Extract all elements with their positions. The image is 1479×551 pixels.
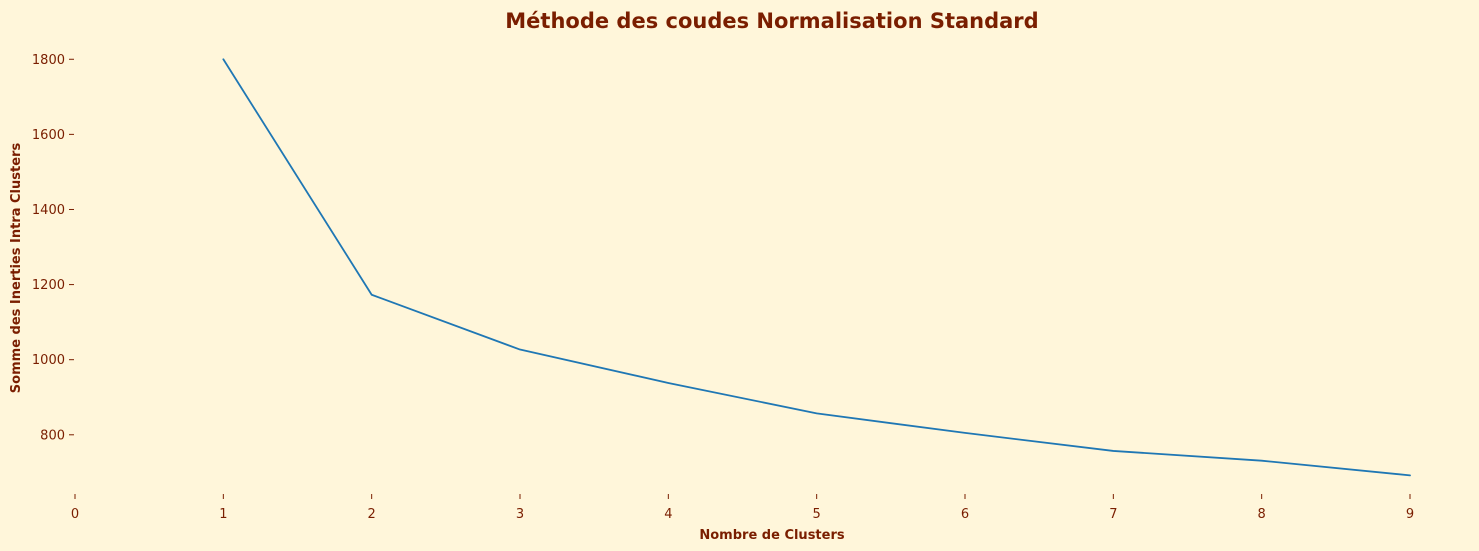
- y-tick-label: 1000: [32, 353, 65, 368]
- series-group: [222, 58, 1411, 477]
- x-tick-label: 0: [71, 507, 79, 522]
- x-tick-label: 7: [1109, 507, 1117, 522]
- x-tick-label: 3: [516, 507, 524, 522]
- series-line: [222, 58, 1411, 477]
- y-axis-label: Somme des Inerties Intra Clusters: [9, 143, 24, 394]
- y-tick-label: 800: [40, 428, 65, 443]
- y-tick-label: 1600: [32, 128, 65, 143]
- chart-title: Méthode des coudes Normalisation Standar…: [505, 9, 1038, 33]
- x-tick-label: 1: [219, 507, 227, 522]
- x-axis: 0 1 2 3 4 5 6 7 8 9: [71, 494, 1414, 522]
- y-tick-label: 1200: [32, 278, 65, 293]
- x-axis-label: Nombre de Clusters: [699, 528, 844, 543]
- x-tick-label: 2: [368, 507, 376, 522]
- x-tick-label: 4: [664, 507, 672, 522]
- x-tick-label: 9: [1406, 507, 1414, 522]
- x-tick-label: 8: [1258, 507, 1266, 522]
- x-tick-label: 5: [813, 507, 821, 522]
- y-axis: 800 1000 1200 1400 1600 1800: [32, 53, 74, 443]
- y-tick-label: 1800: [32, 53, 65, 68]
- x-tick-label: 6: [961, 507, 969, 522]
- y-tick-label: 1400: [32, 203, 65, 218]
